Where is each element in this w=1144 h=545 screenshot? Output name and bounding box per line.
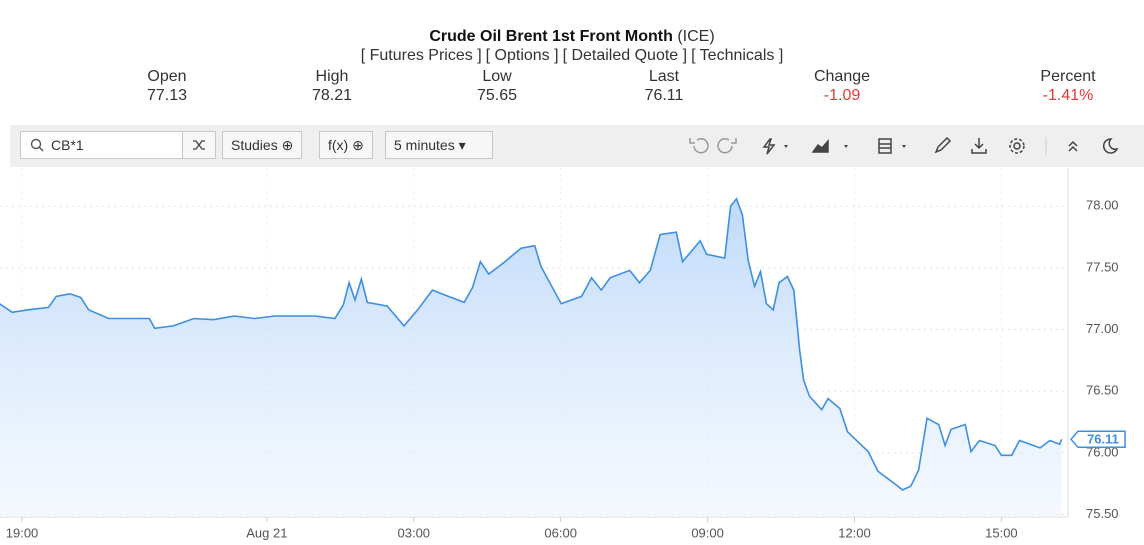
last-price-label: 76.11 (1087, 432, 1119, 447)
symbol: CB*1 (51, 137, 84, 153)
x-tick-label: 15:00 (985, 525, 1018, 540)
y-tick-label: 78.00 (1086, 198, 1119, 213)
stat: Low 75.65 (437, 67, 557, 105)
link[interactable]: [ Futures Prices ] (360, 47, 482, 64)
redo-icon[interactable] (717, 138, 737, 154)
quote-header: Crude Oil Brent 1st Front Month (ICE) [ … (0, 0, 1144, 122)
y-tick-label: 77.00 (1086, 321, 1119, 336)
undo-icon[interactable] (689, 138, 709, 154)
fx-button[interactable]: f(x) ⊕ (319, 131, 373, 159)
compare-button[interactable] (182, 131, 216, 159)
y-tick-label: 76.50 (1086, 383, 1119, 398)
stat: Change -1.09 (782, 67, 902, 105)
stat-label: Percent (1040, 68, 1096, 85)
stat-label: Change (813, 68, 871, 85)
stat-label: Low (482, 68, 512, 85)
studies-button[interactable]: Studies ⊕ (222, 131, 303, 159)
stat-value: -1.41% (1042, 87, 1094, 104)
collapse-icon[interactable] (1068, 140, 1078, 152)
x-tick-label: 03:00 (398, 525, 431, 540)
link[interactable]: [ Options ] (485, 47, 559, 64)
area (0, 198, 1062, 517)
x-tick-label: Aug 21 (246, 525, 287, 540)
price-line (0, 197, 1063, 491)
last-price-badge (1070, 430, 1126, 449)
stat: High 78.21 (272, 67, 392, 105)
stat-value: 75.65 (476, 87, 518, 104)
stat-value: 77.13 (146, 87, 188, 104)
link[interactable]: [ Detailed Quote ] (562, 47, 688, 64)
links: [ Futures Prices ][ Options ][ Detailed … (0, 47, 1144, 65)
x-tick-label: 19:00 (6, 525, 39, 540)
exchange: (ICE) (677, 28, 715, 45)
stat-value: 76.11 (644, 87, 684, 104)
fx: f(x) (328, 137, 349, 153)
x-tick-label: 09:00 (691, 525, 724, 540)
download-icon[interactable] (971, 138, 987, 154)
toolbar: CB*1 Studies ⊕ f(x) ⊕ 5 minutes ▾ (10, 125, 1144, 167)
link[interactable]: [ Technicals ] (691, 47, 784, 64)
title: Crude Oil Brent 1st Front Month (429, 28, 673, 45)
y-tick-label: 76.00 (1086, 444, 1119, 459)
symbol-search[interactable]: CB*1 (20, 131, 188, 159)
stat-label: Open (147, 68, 187, 85)
flash-icon[interactable] (762, 138, 776, 155)
interval: 5 minutes (394, 137, 455, 153)
stat: Percent -1.41% (1008, 67, 1128, 105)
stat: Open 77.13 (107, 67, 227, 105)
draw-icon[interactable] (934, 136, 952, 154)
search-icon (30, 138, 44, 152)
y-tick-label: 77.50 (1086, 259, 1119, 274)
layout-icon[interactable] (878, 138, 892, 154)
shuffle-icon (193, 140, 205, 150)
stat-value: -1.09 (823, 87, 861, 104)
stat-label: Last (648, 68, 680, 85)
theme-icon[interactable] (1102, 138, 1119, 154)
chart: 75.50 76.00 76.50 77.00 77.50 78.00 19:00 Aug 2… (0, 168, 1126, 540)
studies: Studies (231, 137, 278, 153)
stat-value: 78.21 (311, 87, 353, 104)
quote-title: Crude Oil Brent 1st Front Month (ICE) (0, 28, 1144, 46)
stat: Last 76.11 (604, 67, 724, 105)
settings-icon[interactable] (1013, 142, 1021, 150)
y-tick-label: 75.50 (1086, 506, 1119, 521)
chart-type-icon[interactable] (811, 138, 829, 153)
x-tick-label: 12:00 (838, 525, 871, 540)
x-tick-label: 06:00 (544, 525, 577, 540)
toolbar-icons (689, 136, 1119, 155)
stat-label: High (315, 68, 349, 85)
interval-select[interactable]: 5 minutes ▾ (385, 131, 493, 159)
